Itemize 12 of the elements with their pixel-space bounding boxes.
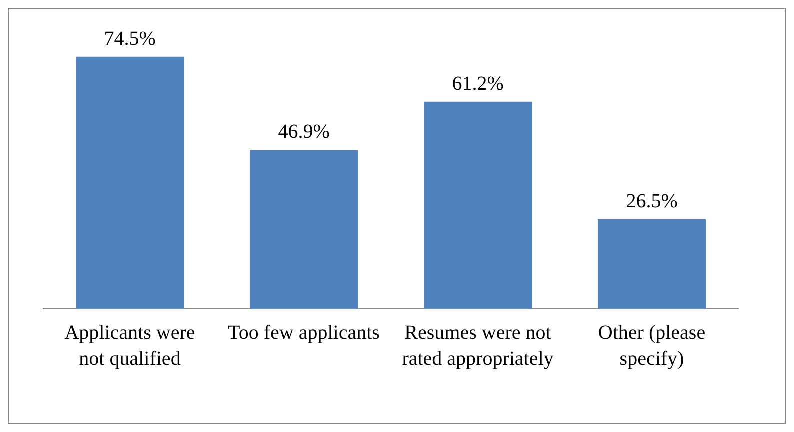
data-label: 26.5% [626,190,678,212]
bar [76,56,184,309]
data-label: 74.5% [104,28,156,50]
data-label: 61.2% [452,72,504,95]
bar [424,102,532,309]
x-tick-label: Applicants were not qualified [64,322,196,370]
bar [598,219,706,309]
data-label: 46.9% [278,121,330,144]
x-tick-label: Too few applicants [228,322,380,344]
bar [250,150,358,309]
x-tick-label: Other (please specify) [598,322,706,370]
x-tick-label: Resumes were not rated appropriately [402,322,554,370]
